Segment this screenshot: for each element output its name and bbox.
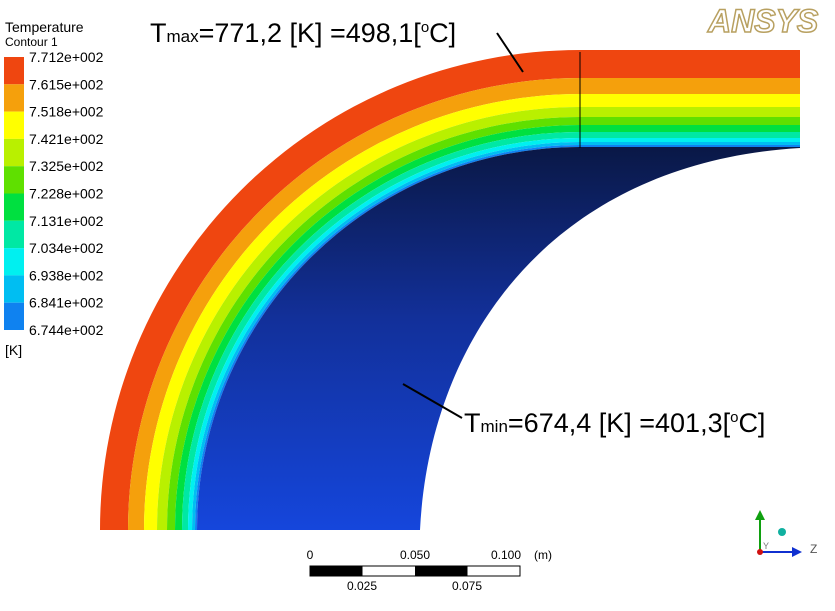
axis-triad: Y Z [755, 510, 817, 557]
scale-label: 0.050 [400, 548, 430, 562]
value: =674,4 [K] =401,3[ [508, 408, 731, 438]
tmax-label: Tmax=771,2 [K] =498,1[oC] [150, 18, 456, 48]
legend-swatch [4, 138, 24, 167]
superscript: o [730, 409, 738, 426]
scale-label: 0.100 [491, 548, 521, 562]
arrow-head [792, 547, 802, 557]
z-axis-label: Z [810, 542, 817, 556]
view-point [778, 528, 786, 536]
scale-bar: 0 0.050 0.100 (m) 0.025 0.075 [307, 548, 552, 593]
legend-swatch [4, 248, 24, 276]
arrow-head [755, 510, 765, 520]
legend-subtitle: Contour 1 [5, 35, 58, 49]
legend-swatch [4, 193, 24, 221]
legend-label: 7.131e+002 [29, 213, 104, 229]
leader-line [402, 383, 463, 419]
core-region [197, 147, 800, 530]
legend-label: 7.712e+002 [29, 49, 104, 65]
subscript: max [167, 27, 200, 46]
contour-band [128, 78, 800, 530]
legend-swatch [4, 111, 24, 139]
tmin-label: Tmin=674,4 [K] =401,3[oC] [464, 408, 765, 438]
scale-label: 0.025 [347, 579, 377, 593]
value: =771,2 [K] =498,1[ [199, 18, 422, 48]
scale-segment [415, 566, 468, 576]
symbol: T [150, 18, 167, 48]
legend-swatch [4, 220, 24, 249]
legend-label: 7.228e+002 [29, 186, 104, 202]
contour-band [100, 50, 800, 530]
legend-label: 7.518e+002 [29, 104, 104, 120]
legend-swatch [4, 166, 24, 194]
legend-label: 7.034e+002 [29, 240, 104, 256]
scale-segment [310, 566, 363, 576]
logo: ANSYS [707, 3, 819, 39]
leader-line [496, 32, 524, 73]
legend-label: 7.325e+002 [29, 158, 104, 174]
legend-swatch [4, 302, 24, 330]
scale-label: 0 [307, 548, 314, 562]
unit: C] [429, 18, 456, 48]
legend-label: 6.841e+002 [29, 295, 104, 311]
legend: 7.712e+002 7.615e+002 7.518e+002 7.421e+002… [4, 49, 104, 338]
legend-unit: [K] [5, 342, 22, 358]
scale-unit: (m) [534, 548, 552, 562]
legend-title: Temperature [5, 19, 84, 35]
legend-swatch [4, 57, 24, 85]
legend-label: 7.421e+002 [29, 131, 104, 147]
legend-label: 7.615e+002 [29, 76, 104, 92]
contour-band [144, 94, 800, 530]
y-axis-label: Y [763, 541, 769, 551]
legend-label: 6.938e+002 [29, 267, 104, 283]
scale-label: 0.075 [452, 579, 482, 593]
contour-bands [100, 50, 800, 530]
legend-swatch [4, 275, 24, 303]
origin [757, 549, 763, 555]
symbol: T [464, 408, 481, 438]
legend-label: 6.744e+002 [29, 322, 104, 338]
unit: C] [738, 408, 765, 438]
subscript: min [481, 417, 508, 436]
legend-swatch [4, 84, 24, 112]
superscript: o [421, 19, 429, 36]
